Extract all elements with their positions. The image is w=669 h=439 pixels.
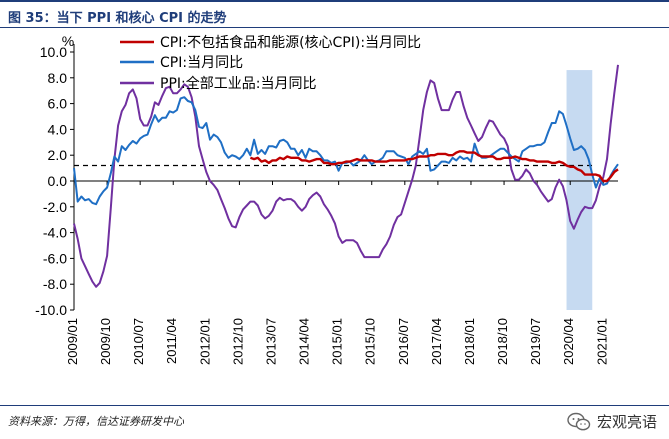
y-tick-label: 6.0 [48, 96, 68, 112]
source-bar: 资料来源：万得，信达证券研发中心 宏观亮语 [0, 405, 669, 439]
series-line-cpi [73, 96, 619, 206]
x-tick-label: 2015/10 [363, 318, 378, 365]
y-tick-label: 10.0 [40, 44, 67, 60]
x-tick-label: 2019/07 [528, 318, 543, 365]
x-tick-label: 2016/07 [396, 318, 411, 365]
x-tick-label: 2020/04 [561, 318, 576, 365]
x-tick-label: 2013/07 [263, 318, 278, 365]
series-line-ppi [73, 64, 619, 288]
x-tick-label: 2018/10 [495, 318, 510, 365]
series-line-core-cpi [250, 150, 619, 183]
x-tick-label: 2012/10 [230, 318, 245, 365]
source-note: 资料来源：万得，信达证券研发中心 [8, 415, 184, 428]
x-tick-label: 2015/01 [330, 318, 345, 365]
highlight-region [566, 70, 593, 310]
y-tick-label: -10.0 [35, 302, 67, 318]
watermark: 宏观亮语 [567, 411, 657, 432]
y-tick-label: 8.0 [48, 70, 68, 86]
y-tick-label: 4.0 [48, 121, 68, 137]
y-tick-label: 0.0 [48, 173, 68, 189]
y-tick-label: 2.0 [48, 147, 68, 163]
x-tick-label: 2017/04 [429, 318, 444, 365]
x-tick-label: 2018/01 [462, 318, 477, 365]
legend-label: CPI:当月同比 [160, 55, 243, 71]
x-tick-label: 2014/04 [297, 318, 312, 365]
x-tick-label: 2009/01 [65, 318, 80, 365]
x-tick-label: 2011/04 [164, 318, 179, 364]
line-chart: %10.0 8.0 6.0 4.0 2.0 0.0 -2.0 -4.0 -6.0 -8.0 -10.… [35, 33, 619, 365]
x-tick-label: 2010/07 [131, 318, 146, 365]
figure-title-bar: 图 35：当下 PPI 和核心 CPI 的走势 [0, 0, 669, 28]
watermark-text: 宏观亮语 [596, 413, 657, 431]
wechat-icon [567, 412, 591, 430]
figure-title: 图 35：当下 PPI 和核心 CPI 的走势 [8, 11, 227, 26]
y-tick-label: -4.0 [43, 225, 67, 241]
x-tick-label: 2009/10 [98, 318, 113, 365]
y-tick-label: -8.0 [43, 276, 67, 292]
x-tick-label: 2012/01 [197, 318, 212, 365]
y-tick-label: -6.0 [43, 250, 67, 266]
y-tick-label: -2.0 [43, 199, 67, 215]
x-tick-label: 2021/01 [594, 318, 609, 365]
y-unit-label: % [62, 33, 74, 49]
legend-label: PPI:全部工业品:当月同比 [160, 75, 316, 92]
legend-label: CPI:不包括食品和能源(核心CPI):当月同比 [160, 34, 421, 51]
